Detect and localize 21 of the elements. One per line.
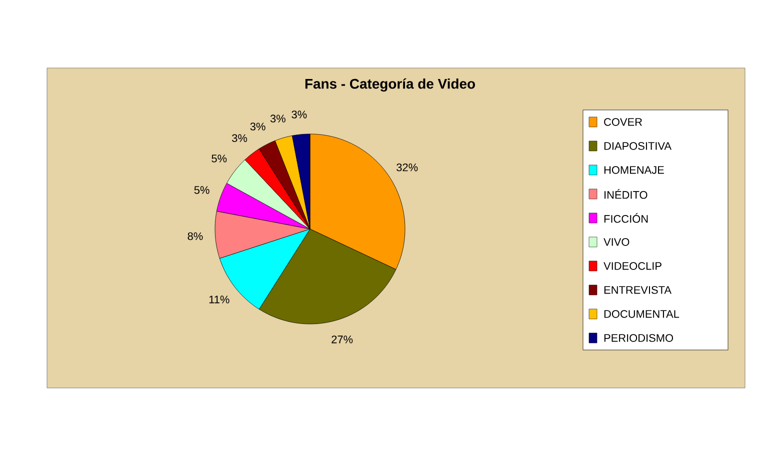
legend-label: HOMENAJE xyxy=(604,166,664,174)
data-label: 3% xyxy=(292,110,307,118)
legend-label: DOCUMENTAL xyxy=(604,310,680,318)
data-label: 3% xyxy=(232,134,248,142)
data-label: 3% xyxy=(250,122,266,130)
legend-label: DIAPOSITIVA xyxy=(604,142,672,150)
legend-label: PERIODISMO xyxy=(604,334,674,342)
legend-label: COVER xyxy=(604,118,642,126)
data-label: 32% xyxy=(396,163,418,172)
legend-label: ENTREVISTA xyxy=(604,286,672,294)
data-label: 27% xyxy=(332,336,353,344)
data-label: 8% xyxy=(188,232,203,240)
data-label: 5% xyxy=(194,186,210,194)
legend-label: INÉDITO xyxy=(604,189,648,199)
legend-label: VIVO xyxy=(604,238,630,246)
legend-label: FICCIÓN xyxy=(604,213,648,223)
data-label: 3% xyxy=(270,114,286,122)
chart-title: Fans - Categoría de Video xyxy=(305,78,475,92)
data-label: 11% xyxy=(209,296,230,304)
legend-label: VIDEOCLIP xyxy=(604,262,662,270)
data-label: 5% xyxy=(212,154,227,162)
